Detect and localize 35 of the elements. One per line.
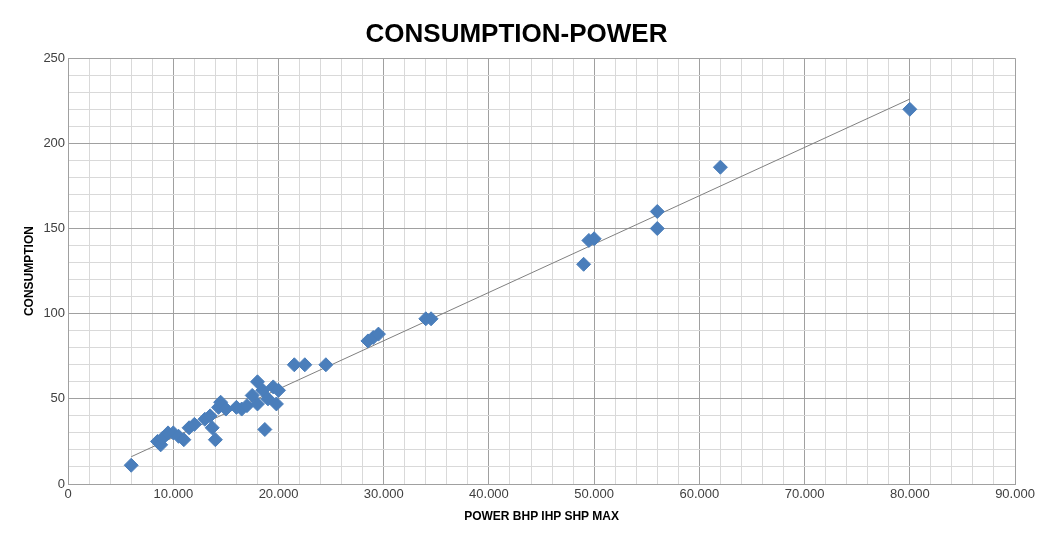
x-tick-label: 20.000 — [258, 486, 299, 502]
x-tick-label: 50.000 — [574, 486, 615, 502]
y-tick-label: 200 — [43, 134, 66, 150]
x-tick-label: 90.000 — [995, 486, 1035, 502]
point — [257, 422, 273, 437]
point — [249, 374, 265, 390]
point — [207, 432, 223, 448]
y-tick-label: 100 — [43, 305, 66, 321]
point — [249, 396, 265, 412]
point — [576, 256, 592, 272]
point — [649, 203, 665, 219]
x-tick-label: 60.000 — [679, 486, 720, 502]
y-tick-label: 150 — [43, 220, 66, 236]
point — [268, 396, 284, 412]
point — [204, 420, 220, 436]
chart-title: CONSUMPTION-POWER — [365, 17, 668, 48]
point — [244, 387, 260, 403]
point — [902, 101, 918, 117]
point — [712, 159, 728, 175]
point — [297, 357, 313, 373]
y-tick-label: 250 — [43, 49, 66, 65]
x-tick-label: 30.000 — [363, 486, 404, 502]
x-tick-label: 40.000 — [469, 486, 509, 502]
point — [286, 357, 302, 373]
point — [123, 457, 139, 473]
x-axis-title: POWER BHP IHP SHP MAX — [464, 509, 619, 524]
x-tick-label: 80.000 — [889, 486, 930, 502]
y-tick-label: 0 — [57, 475, 66, 491]
y-tick-label: 50 — [50, 390, 66, 406]
point — [318, 357, 334, 373]
x-tick-label: 10.000 — [153, 486, 194, 502]
point — [260, 391, 276, 407]
point — [649, 221, 665, 237]
y-axis-title: CONSUMPTION — [21, 226, 36, 317]
x-tick-label: 70.000 — [784, 486, 825, 502]
